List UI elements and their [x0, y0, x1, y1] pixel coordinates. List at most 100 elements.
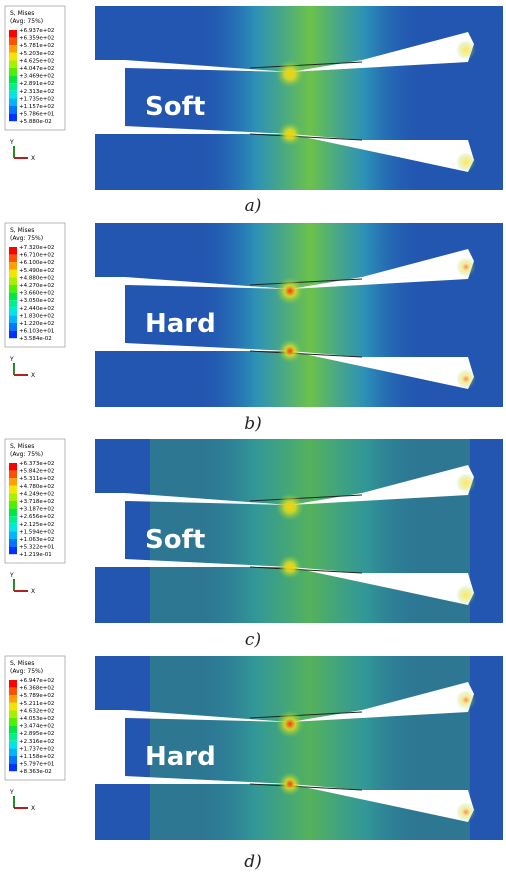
material-label: Soft [145, 92, 205, 122]
legend-swatch [9, 98, 17, 106]
legend-value: +3.187e+02 [19, 507, 54, 513]
legend-swatch [9, 726, 17, 734]
legend-value: +4.632e+02 [19, 708, 54, 714]
legend-swatch [9, 756, 17, 764]
gap-left [95, 493, 125, 567]
legend-value: +1.063e+02 [19, 537, 54, 543]
legend-swatch [9, 262, 17, 270]
legend-value: +4.625e+02 [19, 58, 54, 64]
legend-subtitle: (Avg: 75%) [10, 668, 43, 675]
legend-value: +2.440e+02 [19, 306, 54, 312]
legend-value: +2.313e+02 [19, 89, 54, 95]
legend-title: S, Mises [10, 660, 34, 667]
legend-value: +6.103e+01 [19, 329, 54, 335]
legend-value: +1.830e+02 [19, 313, 54, 319]
legend-value: +6.100e+02 [19, 260, 54, 266]
legend-swatch [9, 478, 17, 486]
legend-swatch [9, 501, 17, 509]
legend-value: +5.211e+02 [19, 701, 54, 707]
legend-swatch [9, 703, 17, 711]
legend-value: +1.158e+02 [19, 754, 54, 760]
axis-label: X [31, 805, 35, 812]
legend-swatch [9, 688, 17, 696]
legend-swatch [9, 748, 17, 756]
legend-swatch [9, 91, 17, 99]
legend-title: S, Mises [10, 227, 34, 234]
legend-swatch [9, 524, 17, 532]
legend-swatch [9, 270, 17, 278]
legend-value: +4.270e+02 [19, 283, 54, 289]
hotspot [456, 690, 476, 710]
legend-value: +7.320e+02 [19, 245, 54, 251]
legend-swatch [9, 471, 17, 479]
legend-value: +1.735e+02 [19, 96, 54, 102]
caption: a) [0, 196, 506, 216]
legend-swatch [9, 83, 17, 91]
legend-value: +4.780e+02 [19, 484, 54, 490]
legend-value: +5.789e+02 [19, 693, 54, 699]
axis-label: Y [9, 356, 14, 363]
legend-value: +2.891e+02 [19, 81, 54, 87]
legend-value: +3.718e+02 [19, 499, 54, 505]
legend-swatch [9, 547, 17, 555]
legend-value: +3.584e-02 [19, 336, 52, 342]
legend-swatch [9, 53, 17, 61]
caption: c) [0, 630, 506, 650]
legend-swatch [9, 76, 17, 84]
stress-band [200, 223, 420, 407]
legend-value: +5.781e+02 [19, 43, 54, 49]
legend-value: +5.311e+02 [19, 476, 54, 482]
legend-swatch [9, 509, 17, 517]
legend-value: +4.880e+02 [19, 275, 54, 281]
legend-subtitle: (Avg: 75%) [10, 235, 43, 242]
axis-label: Y [9, 789, 14, 796]
legend-swatch [9, 106, 17, 114]
legend-swatch [9, 308, 17, 316]
legend-value: +3.660e+02 [19, 291, 54, 297]
axis-label: Y [9, 139, 14, 146]
axis-label: X [31, 588, 35, 595]
legend-value: +1.737e+02 [19, 746, 54, 752]
legend-swatch [9, 710, 17, 718]
legend-value: +8.363e-02 [19, 769, 52, 775]
hotspot [278, 555, 302, 579]
gap-left [95, 277, 125, 351]
legend-swatch [9, 323, 17, 331]
legend-swatch [9, 695, 17, 703]
axis-label: X [31, 155, 35, 162]
hotspot [456, 369, 476, 389]
legend-swatch [9, 315, 17, 323]
legend-value: +2.656e+02 [19, 514, 54, 520]
legend-value: +1.220e+02 [19, 321, 54, 327]
legend-swatch [9, 531, 17, 539]
hotspot [276, 277, 304, 305]
legend-swatch [9, 680, 17, 688]
legend-swatch [9, 486, 17, 494]
hotspot [278, 339, 302, 363]
material-label: Soft [145, 525, 205, 555]
hotspot [456, 802, 476, 822]
legend-value: +2.895e+02 [19, 731, 54, 737]
legend-value: +1.219e-01 [19, 552, 52, 558]
legend-swatch [9, 30, 17, 38]
legend-value: +5.880e-02 [19, 119, 52, 125]
legend-swatch [9, 68, 17, 76]
legend-swatch [9, 293, 17, 301]
legend-value: +6.359e+02 [19, 36, 54, 42]
legend-value: +5.797e+01 [19, 762, 54, 768]
legend-value: +6.937e+02 [19, 28, 54, 34]
legend-swatch [9, 741, 17, 749]
legend-swatch [9, 38, 17, 46]
legend-value: +6.373e+02 [19, 461, 54, 467]
panel: HardS, Mises(Avg: 75%)+7.320e+02+6.710e+… [0, 217, 506, 417]
hotspot [276, 60, 304, 88]
legend-swatch [9, 493, 17, 501]
hotspot [456, 585, 476, 605]
legend-swatch [9, 733, 17, 741]
legend-value: +1.594e+02 [19, 529, 54, 535]
gap-left [95, 710, 125, 784]
hotspot [456, 473, 476, 493]
legend-swatch [9, 718, 17, 726]
